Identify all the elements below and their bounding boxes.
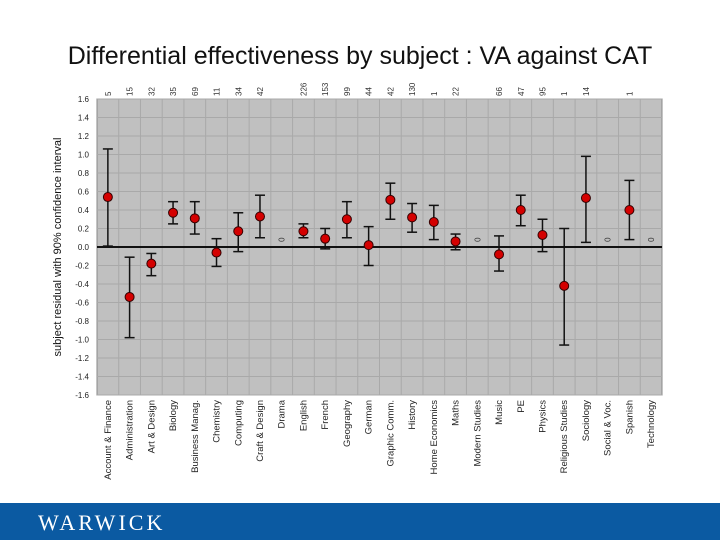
- count-label: 69: [191, 87, 200, 96]
- data-point: [146, 258, 157, 269]
- count-label: 47: [517, 87, 526, 96]
- x-tick-label: Chemistry: [212, 400, 223, 443]
- data-point: [124, 291, 135, 302]
- x-tick-label: Account & Finance: [103, 400, 114, 480]
- count-label: 1: [560, 91, 569, 96]
- x-tick-label: Craft & Design: [255, 400, 266, 462]
- warwick-logo: WARWICK: [38, 510, 166, 535]
- y-tick-label: 1.6: [78, 95, 90, 104]
- y-tick-label: 0.6: [78, 188, 90, 197]
- data-point: [385, 194, 396, 205]
- count-label: 22: [452, 87, 461, 96]
- x-tick-label: Modern Studies: [472, 400, 483, 467]
- x-tick-label: Sociology: [581, 400, 592, 441]
- x-tick-label: Drama: [277, 399, 288, 428]
- y-tick-label: -1.0: [75, 336, 89, 345]
- count-label: 32: [147, 87, 156, 96]
- error-bar-chart: 1.6 1.4 1.2 1.0 0.8 0.6 0.4 0.2 0.0 -0.2 -0.4 -0.6 -…: [52, 82, 663, 480]
- no-data-marker: 0: [647, 237, 656, 242]
- data-point: [537, 229, 548, 240]
- data-point: [254, 211, 265, 222]
- footer-bar: WARWICK: [0, 503, 720, 540]
- data-point: [624, 205, 635, 215]
- x-tick-label: Administration: [125, 400, 136, 460]
- x-tick-label: Religious Studies: [559, 400, 570, 474]
- data-point: [102, 192, 113, 203]
- data-point: [168, 207, 179, 218]
- x-tick-label: Music: [494, 400, 505, 425]
- x-tick-label: Business Manag.: [190, 400, 201, 473]
- no-data-marker: 0: [473, 237, 482, 242]
- count-label: 99: [343, 87, 352, 96]
- x-tick-label: Computing: [233, 400, 244, 446]
- data-point: [211, 247, 222, 258]
- x-tick-label: Technology: [646, 400, 657, 448]
- x-tick-label: Social & Voc.: [603, 400, 614, 456]
- y-tick-label: 0.4: [78, 206, 90, 215]
- count-label: 14: [582, 87, 591, 96]
- no-data-marker: 0: [604, 237, 613, 242]
- data-point: [298, 226, 309, 237]
- count-label: 34: [234, 87, 243, 96]
- count-label: 66: [495, 87, 504, 96]
- y-tick-label: 1.4: [78, 114, 90, 123]
- y-tick-label: -1.6: [75, 391, 89, 400]
- count-label: 153: [321, 82, 330, 96]
- y-tick-label: 0.2: [78, 225, 90, 234]
- count-label: 226: [299, 82, 308, 96]
- count-label: 5: [104, 91, 113, 96]
- y-tick-label: -1.4: [75, 373, 89, 382]
- count-label: 42: [256, 87, 265, 96]
- count-label: 35: [169, 87, 178, 96]
- x-tick-label: PE: [516, 400, 527, 413]
- data-point: [515, 205, 526, 215]
- x-tick-label: Maths: [451, 400, 462, 426]
- y-tick-label: -0.2: [75, 262, 89, 271]
- data-point: [559, 280, 570, 291]
- y-tick-label: 0.8: [78, 169, 90, 178]
- x-tick-label: Home Economics: [429, 400, 440, 475]
- y-axis-label: subject residual with 90% confidence int…: [52, 138, 64, 357]
- slide-title: Differential effectiveness by subject : …: [67, 42, 653, 70]
- count-label: 42: [386, 87, 395, 96]
- y-tick-label: 0.0: [78, 243, 90, 252]
- x-tick-label: English: [298, 400, 309, 431]
- count-label: 1: [625, 91, 634, 96]
- y-tick-label: 1.2: [78, 132, 90, 141]
- count-label: 130: [408, 82, 417, 96]
- data-point: [494, 249, 505, 260]
- data-point: [233, 226, 244, 237]
- count-label: 11: [213, 87, 222, 96]
- x-tick-label: Spanish: [624, 400, 635, 434]
- y-tick-label: 1.0: [78, 151, 90, 160]
- x-tick-label: Biology: [168, 400, 179, 431]
- data-point: [428, 217, 439, 228]
- x-tick-label: Graphic Comm.: [385, 400, 396, 467]
- y-tick-label: -0.6: [75, 299, 89, 308]
- data-point: [341, 214, 352, 225]
- x-tick-label: Physics: [537, 400, 548, 433]
- x-tick-label: German: [364, 400, 375, 434]
- data-point: [363, 240, 374, 251]
- x-tick-label: Geography: [342, 400, 353, 447]
- data-point: [189, 213, 200, 224]
- count-label: 44: [365, 87, 374, 96]
- y-tick-label: -0.4: [75, 280, 89, 289]
- y-tick-label: -0.8: [75, 317, 89, 326]
- count-label: 95: [538, 87, 547, 96]
- x-tick-label: French: [320, 400, 331, 430]
- y-tick-label: -1.2: [75, 354, 89, 363]
- data-point: [580, 192, 591, 203]
- count-label: 1: [430, 91, 439, 96]
- data-point: [407, 212, 418, 223]
- data-point: [450, 236, 461, 247]
- x-tick-label: History: [407, 400, 418, 430]
- x-tick-label: Art & Design: [146, 400, 157, 453]
- no-data-marker: 0: [278, 237, 287, 242]
- data-point: [320, 233, 331, 244]
- count-label: 15: [126, 87, 135, 96]
